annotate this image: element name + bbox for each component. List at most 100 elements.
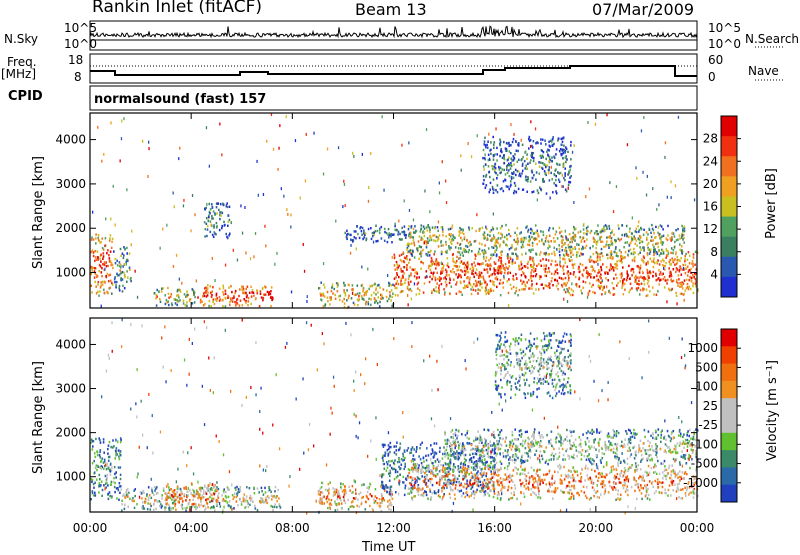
power-cell (415, 230, 418, 233)
power-cell (681, 234, 684, 237)
power-cell (515, 289, 517, 293)
velocity-cell (416, 470, 418, 473)
power-cell (641, 276, 644, 280)
power-cell (658, 273, 661, 276)
velocity-cell (410, 447, 413, 451)
velocity-cell (139, 491, 142, 494)
power-cell (403, 266, 405, 269)
velocity-cell (481, 475, 483, 478)
power-cell (588, 258, 591, 262)
power-cell (577, 231, 580, 234)
power-cell (677, 227, 679, 231)
power-cell (694, 277, 697, 281)
velocity-cell (570, 476, 572, 479)
power-cell (555, 284, 558, 288)
velocity-cell (132, 499, 134, 503)
velocity-cell (473, 461, 476, 464)
velocity-cell (414, 463, 417, 466)
power-cell (397, 283, 400, 286)
power-cell (633, 235, 635, 238)
power-cell (672, 251, 674, 255)
velocity-cell (99, 484, 101, 488)
power-cell (539, 251, 542, 254)
power-cell (437, 290, 440, 293)
power-cell (193, 293, 195, 296)
power-cell (542, 156, 544, 159)
velocity-cell (142, 501, 144, 504)
velocity-cell (404, 487, 406, 490)
power-cell (675, 239, 678, 242)
velocity-cell (235, 495, 238, 499)
power-speckle (640, 129, 643, 133)
power-cell (448, 281, 451, 285)
power-cell (565, 239, 568, 242)
power-cell (578, 276, 581, 279)
power-cell (688, 262, 691, 265)
power-cell (334, 297, 337, 300)
velocity-cell (385, 486, 387, 489)
power-cell (627, 274, 629, 278)
velocity-cell (410, 490, 412, 493)
velocity-cell (420, 470, 422, 474)
power-cell (660, 260, 662, 263)
power-speckle (208, 164, 210, 168)
power-cell (396, 268, 399, 271)
velocity-cell (454, 466, 457, 469)
velocity-cell (539, 480, 542, 483)
power-speckle (551, 140, 553, 144)
power-cell (496, 177, 498, 180)
velocity-cell (221, 499, 224, 502)
power-cell (562, 157, 564, 160)
power-cell (434, 276, 437, 279)
power-cell (399, 258, 402, 262)
velocity-cell (433, 442, 436, 445)
power-cell (498, 282, 501, 285)
power-cell (545, 235, 548, 238)
power-cell (393, 256, 396, 260)
velocity-cell (199, 496, 202, 500)
power-cell (456, 255, 458, 259)
velocity-cell (177, 494, 180, 498)
power-cell (492, 238, 494, 241)
power-cell (209, 230, 212, 234)
power-cell (687, 251, 690, 254)
velocity-cell (108, 440, 111, 444)
power-cell (600, 277, 602, 280)
velocity-cell (170, 487, 172, 491)
velocity-cell (151, 491, 154, 494)
velocity-cell (471, 452, 474, 456)
power-cell (399, 291, 402, 294)
velocity-cell (588, 498, 591, 501)
power-cell (434, 239, 437, 243)
velocity-cell (551, 482, 553, 485)
velocity-cell (388, 507, 390, 511)
power-cell (170, 302, 173, 305)
power-speckle (446, 249, 448, 253)
velocity-cell (184, 507, 186, 510)
velocity-cell (101, 488, 104, 492)
power-cell (234, 292, 236, 295)
velocity-cell (402, 459, 404, 462)
power-cell (578, 247, 580, 251)
velocity-cell (667, 494, 669, 497)
velocity-cell (334, 493, 336, 496)
power-cell (639, 237, 642, 240)
power-cell (626, 276, 629, 279)
velocity-cell (168, 488, 171, 492)
power-cell (670, 280, 673, 283)
power-cell (118, 261, 121, 264)
power-cell (620, 276, 623, 279)
power-cell (167, 292, 170, 296)
power-cell (681, 285, 683, 288)
power-cell (403, 260, 405, 263)
power-cell (670, 239, 672, 242)
power-cell (684, 271, 687, 275)
power-cell (540, 283, 543, 286)
power-cell (415, 277, 418, 281)
velocity-cell (327, 482, 330, 486)
power-cell (99, 241, 101, 244)
velocity-cell (458, 470, 461, 474)
power-cell (441, 250, 443, 254)
power-speckle (488, 157, 491, 161)
power-cell (416, 248, 419, 252)
